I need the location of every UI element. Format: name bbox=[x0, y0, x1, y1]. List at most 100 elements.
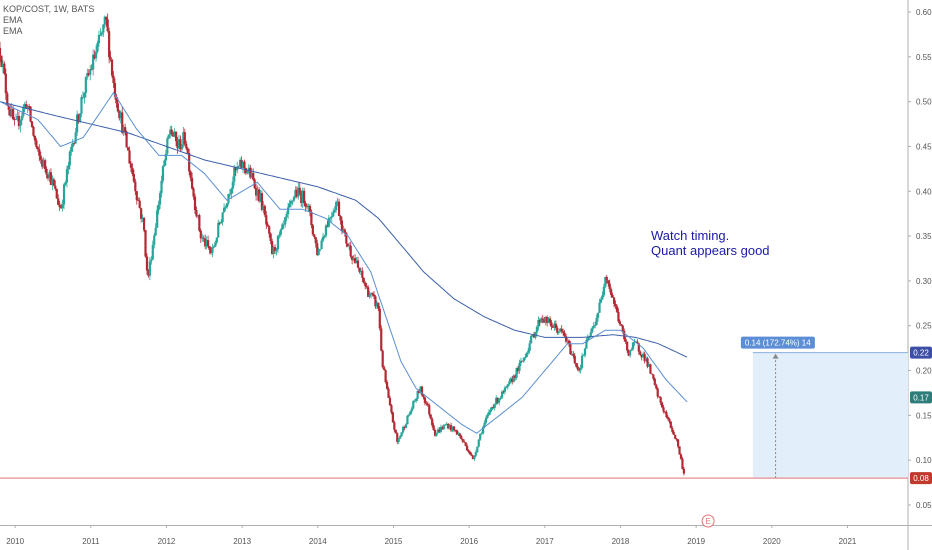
candle-body bbox=[570, 353, 573, 355]
candle-body bbox=[287, 207, 290, 215]
candle-body bbox=[412, 401, 415, 409]
candle-body bbox=[495, 397, 498, 405]
candle-body bbox=[161, 166, 165, 181]
candle-body bbox=[359, 270, 362, 272]
candle-body bbox=[464, 442, 467, 446]
candle-body bbox=[567, 340, 571, 344]
candle-body bbox=[519, 360, 523, 364]
candle-body bbox=[20, 115, 23, 121]
candle-body bbox=[304, 203, 307, 207]
candle-body bbox=[675, 438, 678, 440]
candle-body bbox=[273, 247, 277, 252]
candle-body bbox=[436, 429, 440, 433]
candle-body bbox=[29, 106, 32, 122]
annotation-note[interactable]: Watch timing. Quant appears good bbox=[651, 228, 770, 258]
price-axis-labels: 0.60 0.55 0.50 0.45 0.40 0.35 0.30 0.25 0.20 0.15… bbox=[908, 8, 932, 510]
candle-body bbox=[538, 319, 541, 323]
candle-body bbox=[259, 193, 262, 202]
candle-body bbox=[83, 92, 86, 98]
candle-body bbox=[541, 318, 544, 320]
candle-body bbox=[317, 249, 320, 255]
candle-body bbox=[506, 384, 509, 387]
candle-body bbox=[284, 217, 287, 225]
candle-body bbox=[644, 358, 648, 362]
candle-body bbox=[626, 341, 629, 351]
candle-body bbox=[320, 240, 323, 250]
candle-body bbox=[345, 232, 348, 244]
measure-label-bg bbox=[740, 336, 815, 349]
candle-body bbox=[674, 434, 677, 439]
candle-body bbox=[323, 235, 326, 237]
candles bbox=[0, 13, 686, 476]
candle-body bbox=[126, 147, 130, 151]
candle-body bbox=[240, 159, 243, 168]
candle-body bbox=[186, 148, 189, 153]
candle-body bbox=[36, 147, 39, 150]
candle-body bbox=[250, 172, 253, 178]
candle-body bbox=[247, 167, 250, 172]
price-badge bbox=[910, 472, 932, 485]
candle-body bbox=[49, 172, 53, 185]
candle-body bbox=[257, 189, 261, 202]
candle-body bbox=[356, 260, 360, 268]
candle-body bbox=[201, 237, 204, 239]
candle-body bbox=[160, 180, 163, 194]
candle-body bbox=[329, 217, 332, 219]
candle-body bbox=[122, 127, 125, 133]
candle-body bbox=[509, 378, 512, 382]
candle-body bbox=[458, 433, 461, 437]
candle-body bbox=[672, 431, 675, 435]
candle-body bbox=[124, 127, 127, 132]
candle-body bbox=[447, 424, 450, 429]
candle-body bbox=[380, 328, 383, 351]
candle-body bbox=[406, 415, 409, 425]
candle-body bbox=[554, 323, 557, 328]
candle-body bbox=[218, 222, 221, 224]
legend-ema-2: EMA bbox=[3, 26, 23, 36]
price-badge bbox=[910, 391, 932, 404]
candle-body bbox=[147, 270, 150, 276]
candle-body bbox=[417, 390, 421, 393]
candle-body bbox=[326, 225, 329, 227]
candle-body bbox=[403, 427, 406, 428]
candle-body bbox=[559, 328, 562, 332]
candle-body bbox=[630, 349, 633, 351]
candle-body bbox=[566, 340, 569, 342]
candle-body bbox=[647, 364, 651, 367]
candle-body bbox=[112, 75, 115, 84]
candle-body bbox=[7, 105, 10, 110]
annotation-line-2: Quant appears good bbox=[651, 243, 770, 258]
candle-body bbox=[384, 370, 387, 383]
candle-body bbox=[180, 144, 183, 150]
candle-body bbox=[148, 261, 151, 276]
price-tick-label: 0.40 bbox=[916, 187, 932, 196]
earnings-marker-label: E bbox=[705, 517, 710, 526]
candle-body bbox=[579, 367, 582, 371]
candle-body bbox=[439, 427, 443, 432]
candle-body bbox=[633, 341, 636, 343]
candle-body bbox=[227, 193, 230, 204]
candle-body bbox=[64, 182, 67, 185]
time-tick-label: 2012 bbox=[158, 537, 176, 546]
candle-body bbox=[551, 326, 555, 328]
candle-body bbox=[108, 31, 111, 58]
candle-body bbox=[337, 201, 341, 216]
candle-body bbox=[202, 237, 205, 239]
candle-body bbox=[110, 59, 114, 76]
candle-body bbox=[484, 417, 488, 423]
candle-body bbox=[269, 233, 272, 241]
candle-body bbox=[316, 243, 319, 255]
candle-body bbox=[607, 280, 610, 284]
candle-body bbox=[410, 408, 413, 412]
candle-body bbox=[583, 348, 587, 356]
candle-body bbox=[182, 132, 185, 145]
candle-body bbox=[369, 293, 373, 295]
candle-body bbox=[578, 369, 581, 371]
candle-body bbox=[241, 161, 245, 168]
candle-body bbox=[615, 306, 619, 312]
candle-body bbox=[151, 244, 154, 260]
candle-body bbox=[576, 366, 579, 370]
candle-body bbox=[518, 363, 521, 371]
measure-range-box bbox=[752, 352, 908, 479]
